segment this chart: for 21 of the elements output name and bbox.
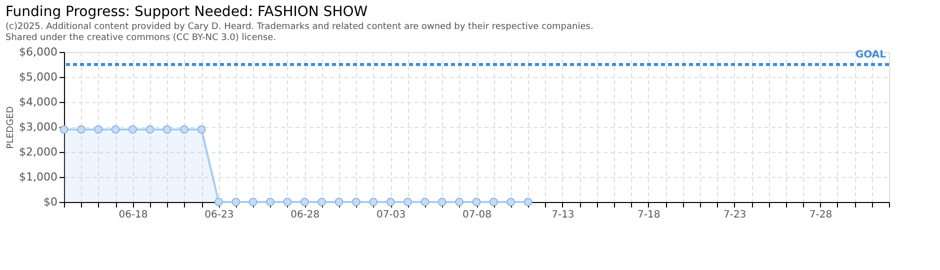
- y-tick-label: $0: [44, 196, 58, 208]
- x-tick-label: 06-23: [204, 210, 234, 220]
- x-tick-label: 06-28: [290, 210, 320, 220]
- y-tick-label: $2,000: [19, 146, 58, 158]
- y-axis-title: PLEDGED: [6, 106, 16, 149]
- x-tick-label: 07-08: [462, 210, 492, 220]
- x-tick-label: 7-23: [723, 210, 746, 220]
- y-tick-label: $1,000: [19, 170, 58, 184]
- text: (c)2025. Additional content provided by Cary D. Heard. Trademarks and related content are owned by their respective companies.: [6, 22, 594, 32]
- y-tick-label: $6,000: [19, 46, 58, 58]
- x-tick-label: 07-03: [376, 210, 406, 220]
- ref-line-label: GOAL: [855, 50, 887, 60]
- y-tick-label: $3,000: [19, 120, 58, 134]
- x-tick-label: 7-13: [552, 210, 574, 220]
- y-tick-label: $4,000: [19, 96, 58, 108]
- y-tick-label: $5,000: [19, 70, 58, 84]
- chart-title: Funding Progress: Support Needed: FASHION SHOW: [6, 4, 368, 20]
- x-tick-label: 7-28: [809, 210, 832, 220]
- x-tick-label: 7-18: [638, 210, 660, 220]
- x-tick-label: 06-18: [118, 210, 148, 220]
- text: Shared under the creative commons (CC BY-NC 3.0) license.: [6, 33, 276, 43]
